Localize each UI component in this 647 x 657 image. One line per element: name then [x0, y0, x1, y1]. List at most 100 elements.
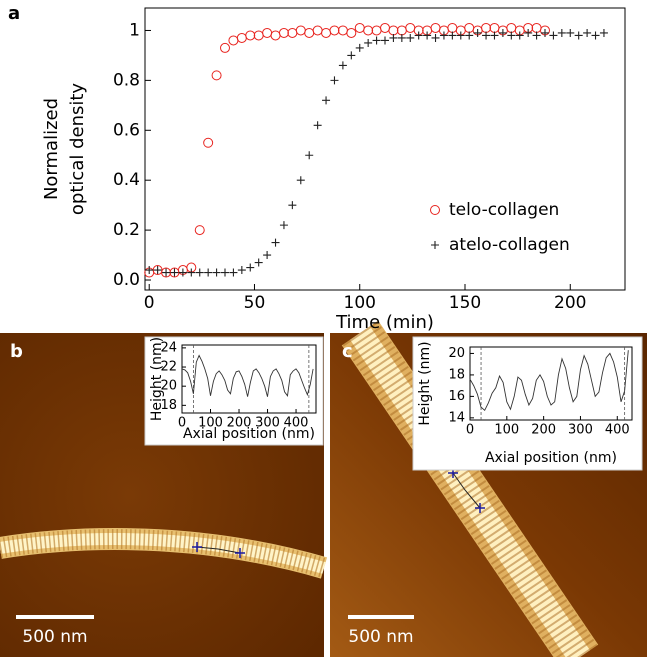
data-point [531, 22, 542, 33]
x-tick-label: 0 [466, 422, 474, 437]
x-tick-label: 0 [178, 415, 186, 430]
data-point [566, 28, 575, 37]
data-point [506, 22, 517, 33]
data-point [557, 28, 566, 37]
x-tick-label: 200 [227, 415, 252, 430]
legend-label: telo-collagen [449, 200, 559, 220]
y-tick-label: 0.4 [113, 170, 140, 190]
data-point [372, 36, 381, 45]
scale-bar-label: 500 nm [348, 627, 413, 647]
legend-marker [431, 241, 439, 249]
data-point [337, 25, 348, 36]
y-tick-label: 0.6 [113, 120, 140, 140]
data-point [304, 27, 315, 38]
data-point [465, 31, 474, 40]
data-point [482, 31, 491, 40]
data-point [397, 33, 406, 42]
profile-line [196, 546, 241, 554]
profile-curve [181, 354, 314, 397]
x-tick-label: 400 [284, 415, 309, 430]
x-tick-label: 200 [554, 293, 586, 313]
x-tick-label: 100 [198, 415, 223, 430]
data-point [406, 33, 415, 42]
data-point [541, 28, 549, 37]
data-point [599, 28, 608, 37]
y-tick-label: 18 [160, 398, 177, 413]
data-point [187, 268, 196, 277]
x-tick-label: 150 [449, 293, 481, 313]
data-point [423, 31, 432, 40]
data-point [549, 31, 558, 40]
data-point [448, 31, 457, 40]
data-point [204, 268, 213, 277]
data-point [490, 31, 499, 40]
data-point [305, 151, 314, 160]
data-point [245, 30, 256, 41]
inset-background [412, 336, 643, 471]
y-tick-label: 24 [160, 340, 177, 355]
x-tick-label: 200 [531, 422, 556, 437]
data-point [321, 27, 332, 38]
x-tick-label: 400 [605, 422, 630, 437]
data-point [211, 70, 222, 81]
data-point [405, 22, 416, 33]
x-tick-label: 50 [244, 293, 266, 313]
y-tick-label: 0.8 [113, 70, 140, 90]
data-point [532, 31, 541, 40]
data-point [380, 22, 390, 33]
data-point [262, 27, 273, 38]
data-point [329, 25, 340, 36]
data-point [195, 268, 204, 277]
data-point [388, 25, 399, 36]
y-tick-label: 0.2 [113, 220, 140, 240]
data-point [271, 238, 280, 247]
data-point [354, 22, 365, 33]
data-point [574, 31, 583, 40]
x-tick-label: 300 [255, 415, 280, 430]
x-tick-label: 100 [494, 422, 519, 437]
data-point [447, 22, 458, 33]
data-point [414, 31, 423, 40]
data-point [583, 28, 592, 37]
profile-endpoints [448, 468, 485, 513]
data-point [524, 28, 533, 37]
y-axis-title: Height (nm) [149, 337, 165, 421]
x-axis-title: Time (min) [335, 312, 434, 333]
data-point [364, 38, 373, 47]
y-axis-title: Normalized [41, 98, 62, 200]
legend-marker [430, 205, 440, 215]
data-point [489, 22, 500, 33]
data-point [279, 221, 288, 230]
data-point [229, 268, 238, 277]
y-tick-label: 1 [129, 20, 140, 40]
profile-curve [469, 350, 629, 412]
data-point [278, 27, 289, 38]
fibril-core [0, 533, 326, 574]
fibril-core [350, 326, 590, 657]
x-axis-title: Axial position (nm) [183, 426, 315, 442]
data-point [439, 31, 448, 40]
profile-line [452, 472, 481, 509]
data-point [322, 96, 331, 105]
data-point [296, 176, 305, 185]
data-point [347, 51, 356, 60]
data-point [371, 25, 382, 36]
data-point [312, 25, 323, 36]
data-point [288, 201, 297, 210]
panel-label: a [8, 3, 20, 24]
data-point [456, 31, 465, 40]
data-point [381, 36, 389, 45]
data-point [228, 35, 239, 46]
x-tick-label: 300 [568, 422, 593, 437]
legend-label: atelo-collagen [449, 235, 570, 255]
data-point [355, 43, 364, 52]
data-point [481, 22, 492, 33]
panel-label: c [342, 341, 353, 362]
data-point [389, 33, 398, 42]
data-point [507, 31, 516, 40]
data-point [330, 76, 339, 85]
data-point [498, 28, 507, 37]
data-point [270, 30, 281, 41]
inset-background [144, 336, 324, 446]
